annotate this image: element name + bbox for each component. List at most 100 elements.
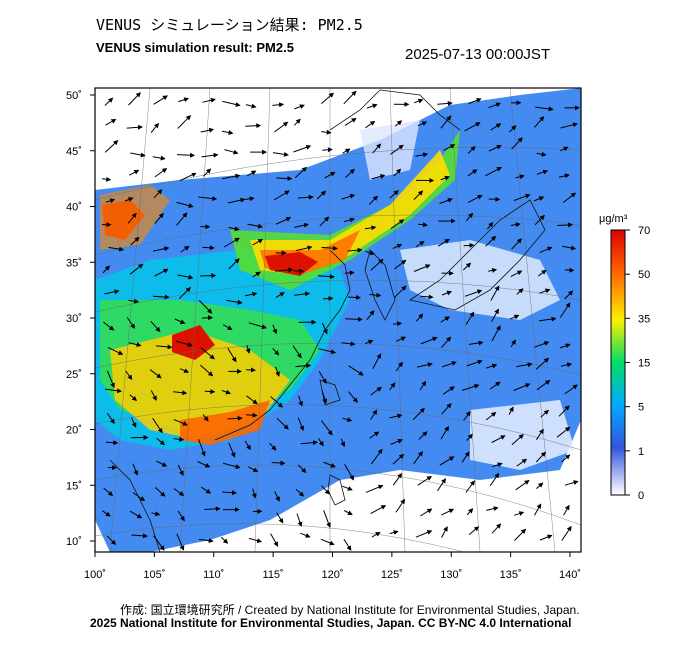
wind-arrow: [273, 190, 290, 201]
wind-arrow: [297, 194, 314, 200]
wind-arrow: [490, 285, 500, 301]
map-frame: [94, 87, 582, 553]
wind-arrow: [316, 190, 327, 200]
credit-line: 作成: 国立環境研究所 / Created by National Instit…: [120, 603, 580, 617]
wind-arrow: [536, 482, 544, 489]
wind-arrow: [294, 104, 305, 110]
wind-arrow: [343, 510, 353, 515]
wind-arrow: [228, 226, 240, 232]
wind-arrow: [227, 347, 237, 363]
wind-arrow: [156, 460, 168, 467]
wind-arrow: [245, 344, 251, 354]
graticule: [95, 88, 581, 552]
wind-arrow: [271, 460, 286, 466]
wind-arrow: [200, 486, 212, 494]
wind-arrow: [320, 420, 333, 436]
colorbar-tick-label: 35: [638, 313, 650, 325]
wind-arrow: [204, 506, 221, 512]
wind-arrow: [177, 115, 192, 129]
wind-arrow: [364, 225, 377, 231]
wind-arrow: [485, 411, 497, 421]
wind-arrow: [300, 532, 311, 538]
wind-arrow: [441, 508, 455, 516]
wind-arrow: [468, 526, 480, 536]
wind-arrow: [324, 171, 336, 179]
wind-arrow: [321, 129, 332, 135]
lat-tick-label: 40˚: [66, 202, 82, 214]
wind-arrow: [132, 492, 146, 502]
wind-arrow: [321, 245, 338, 251]
wind-arrow: [461, 383, 480, 391]
wind-arrow: [370, 505, 387, 515]
wind-arrow: [175, 340, 193, 347]
wind-arrow: [107, 370, 115, 389]
wind-arrow: [441, 361, 457, 368]
lon-tick-label: 130˚: [440, 569, 462, 581]
wind-arrow: [440, 115, 452, 129]
wind-arrow: [153, 294, 170, 300]
wind-arrow: [128, 298, 140, 304]
lon-tick-label: 100˚: [84, 569, 106, 581]
wind-vectors: [101, 90, 580, 551]
wind-arrow: [467, 194, 483, 203]
wind-arrow: [154, 268, 169, 277]
lat-tick-label: 20˚: [66, 425, 82, 437]
wind-arrow: [368, 195, 379, 205]
wind-arrow: [535, 451, 546, 463]
wind-arrow: [222, 173, 241, 180]
lon-tick-label: 135˚: [500, 569, 522, 581]
wind-arrow: [538, 316, 557, 322]
wind-arrow: [347, 247, 363, 253]
wind-arrow: [106, 535, 117, 546]
wind-arrow: [203, 168, 212, 177]
wind-arrow: [534, 214, 545, 226]
wind-arrow: [198, 196, 218, 202]
wind-arrow: [534, 503, 542, 516]
wind-arrow: [467, 169, 478, 177]
wind-arrow: [510, 270, 523, 278]
wind-arrow: [202, 97, 216, 103]
lat-tick-label: 50˚: [66, 90, 82, 102]
wind-arrow: [389, 530, 399, 535]
wind-arrow: [297, 417, 305, 432]
wind-arrow: [294, 222, 309, 228]
wind-arrow: [251, 488, 257, 499]
wind-arrow: [223, 237, 240, 248]
wind-arrow: [389, 382, 396, 391]
wind-arrow: [343, 90, 357, 105]
wind-arrow: [440, 425, 449, 440]
wind-arrow: [345, 168, 355, 178]
wind-arrow: [317, 274, 335, 280]
lon-tick-label: 115˚: [263, 569, 284, 581]
wind-arrow: [323, 296, 334, 301]
wind-arrow: [515, 174, 525, 180]
wind-arrow: [222, 462, 241, 469]
wind-arrow: [490, 123, 502, 131]
wind-arrow: [132, 463, 139, 476]
wind-arrow: [466, 508, 474, 516]
colorbar-tick-label: 1: [638, 446, 644, 458]
wind-arrow: [173, 390, 188, 396]
wind-arrow: [389, 413, 403, 419]
wind-arrow: [151, 511, 161, 517]
wind-arrow: [342, 148, 351, 154]
wind-arrow: [464, 122, 481, 132]
wind-arrow: [516, 458, 528, 467]
wind-arrow: [535, 357, 550, 370]
wind-arrow: [246, 395, 258, 405]
wind-arrow: [539, 534, 553, 541]
lon-tick-label: 140˚: [559, 569, 581, 581]
pm25-yellow-band: [250, 150, 450, 275]
wind-arrow: [468, 98, 482, 105]
wind-arrow: [173, 436, 185, 442]
wind-arrow: [248, 537, 263, 543]
wind-arrow: [390, 144, 404, 155]
wind-arrow: [539, 288, 551, 294]
wind-arrow: [177, 274, 194, 280]
wind-arrow: [366, 310, 375, 321]
wind-arrow: [222, 490, 237, 496]
wind-arrow: [564, 290, 574, 300]
wind-arrow: [292, 345, 302, 359]
wind-arrow: [176, 533, 185, 551]
